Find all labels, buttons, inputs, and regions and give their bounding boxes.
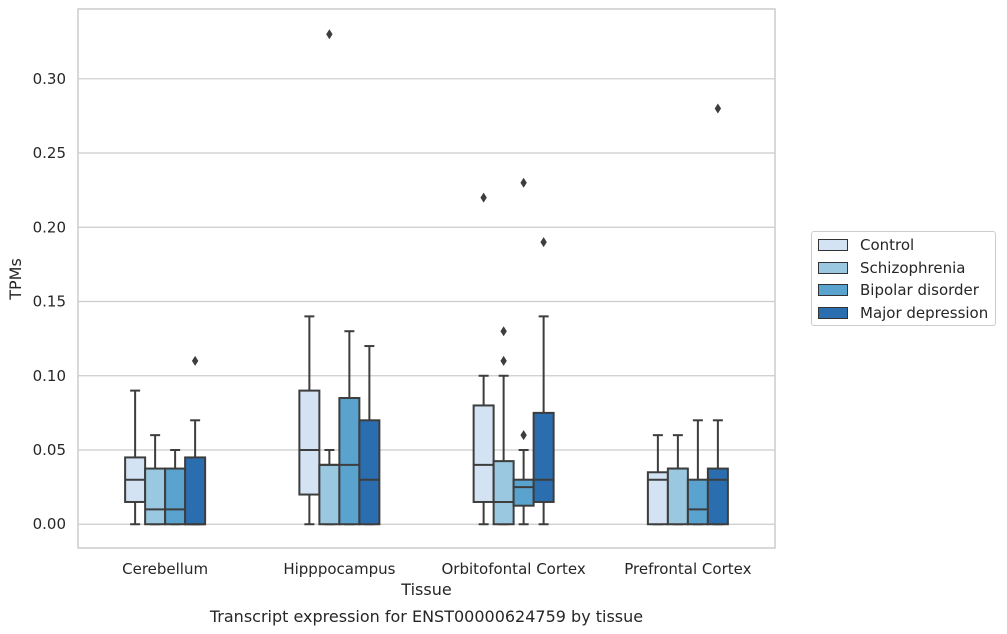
legend-item: Control	[818, 235, 914, 255]
y-tick-label: 0.25	[33, 144, 66, 162]
box-body	[512, 478, 535, 507]
legend-swatch	[818, 306, 848, 319]
legend-label: Control	[860, 236, 915, 254]
outlier-point	[191, 355, 199, 366]
y-tick-label: 0.00	[33, 515, 66, 533]
box-control-1	[298, 315, 321, 526]
x-tick-label: Prefrontal Cortex	[624, 560, 751, 578]
box-schizophrenia-2	[492, 326, 515, 526]
gridlines	[78, 78, 775, 525]
y-tick-labels: 0.00 0.05 0.10 0.15 0.20 0.25 0.30	[33, 70, 66, 533]
legend-label: Bipolar disorder	[860, 281, 979, 299]
x-tick-label: Orbitofontal Cortex	[442, 560, 586, 578]
box-body	[298, 389, 321, 496]
box-schizophrenia-1	[318, 29, 341, 526]
chart-title: Transcript expression for ENST0000062475…	[209, 607, 643, 626]
outlier-point	[500, 326, 507, 337]
box-bipolar-disorder-1	[338, 330, 361, 526]
x-tick-labels: Cerebellum Hipppocampus Orbitofontal Corte…	[122, 560, 751, 578]
box-control-0	[124, 389, 147, 526]
box-groups	[124, 29, 729, 526]
legend-swatch	[818, 239, 848, 251]
y-tick-label: 0.20	[33, 218, 66, 236]
box-body	[144, 467, 167, 526]
legend-swatch	[818, 284, 848, 296]
legend-item: Schizophrenia	[818, 258, 965, 278]
y-axis-title: TPMs	[6, 258, 25, 301]
outlier-point	[520, 177, 527, 188]
box-body	[686, 478, 709, 526]
legend-swatch	[818, 261, 848, 274]
box-body	[666, 467, 689, 526]
box-schizophrenia-0	[144, 434, 167, 526]
box-body	[338, 397, 361, 526]
x-axis-title: Tissue	[400, 580, 451, 599]
box-body	[184, 456, 207, 526]
box-body	[706, 467, 729, 526]
box-control-3	[646, 434, 669, 526]
outlier-point	[480, 192, 487, 203]
box-schizophrenia-3	[666, 434, 689, 526]
outlier-point	[326, 29, 333, 40]
box-bipolar-disorder-3	[686, 419, 709, 526]
y-tick-label: 0.30	[33, 70, 66, 88]
x-tick-label: Cerebellum	[122, 560, 208, 578]
box-major-depression-2	[532, 237, 555, 526]
x-tick-label: Hipppocampus	[283, 560, 395, 578]
box-body	[164, 467, 187, 526]
outlier-point	[540, 237, 547, 248]
y-tick-label: 0.05	[33, 441, 66, 459]
box-control-2	[472, 192, 495, 526]
box-bipolar-disorder-2	[512, 177, 535, 526]
box-body	[318, 463, 341, 526]
legend: Control Schizophrenia Bipolar disorder Majo…	[811, 231, 996, 326]
box-major-depression-3	[706, 103, 729, 526]
plot-area-frame	[77, 8, 776, 549]
box-body	[492, 460, 515, 526]
box-bipolar-disorder-0	[164, 449, 187, 526]
outlier-point	[500, 355, 507, 366]
legend-item: Major depression	[818, 303, 988, 323]
outlier-point	[714, 103, 722, 114]
box-body	[472, 404, 495, 503]
legend-label: Schizophrenia	[860, 258, 966, 277]
legend-item: Bipolar disorder	[818, 280, 979, 300]
y-tick-label: 0.10	[33, 367, 66, 385]
legend-label: Major depression	[860, 303, 989, 322]
box-major-depression-1	[358, 345, 381, 526]
box-body	[358, 419, 381, 526]
outlier-point	[520, 430, 527, 441]
box-body	[532, 411, 555, 503]
box-major-depression-0	[184, 355, 207, 526]
y-tick-label: 0.15	[33, 293, 66, 311]
